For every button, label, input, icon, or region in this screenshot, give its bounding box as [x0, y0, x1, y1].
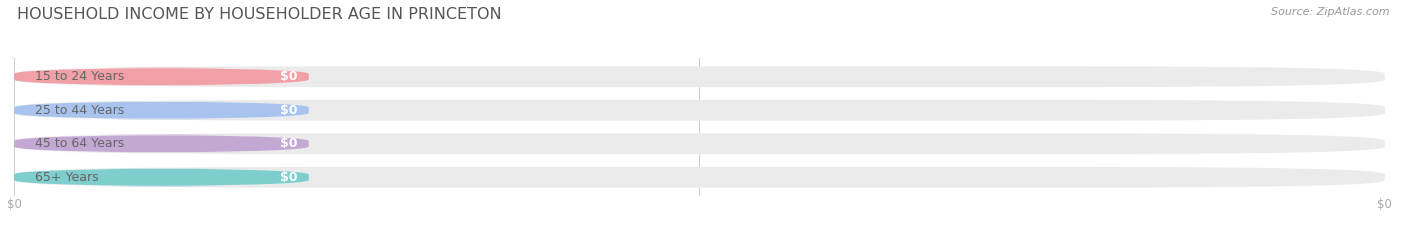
FancyBboxPatch shape	[14, 101, 309, 119]
Text: 25 to 44 Years: 25 to 44 Years	[35, 104, 124, 117]
Text: HOUSEHOLD INCOME BY HOUSEHOLDER AGE IN PRINCETON: HOUSEHOLD INCOME BY HOUSEHOLDER AGE IN P…	[17, 7, 502, 22]
FancyBboxPatch shape	[14, 135, 309, 153]
Text: 45 to 64 Years: 45 to 64 Years	[35, 137, 124, 150]
Text: 15 to 24 Years: 15 to 24 Years	[35, 70, 124, 83]
FancyBboxPatch shape	[14, 167, 1385, 188]
FancyBboxPatch shape	[14, 168, 309, 186]
Text: $0: $0	[280, 171, 298, 184]
Text: 65+ Years: 65+ Years	[35, 171, 98, 184]
Text: $0: $0	[280, 104, 298, 117]
Text: $0: $0	[280, 137, 298, 150]
FancyBboxPatch shape	[14, 133, 1385, 154]
FancyBboxPatch shape	[14, 66, 1385, 87]
FancyBboxPatch shape	[14, 100, 1385, 121]
Text: Source: ZipAtlas.com: Source: ZipAtlas.com	[1271, 7, 1389, 17]
Text: $0: $0	[280, 70, 298, 83]
FancyBboxPatch shape	[14, 68, 309, 86]
